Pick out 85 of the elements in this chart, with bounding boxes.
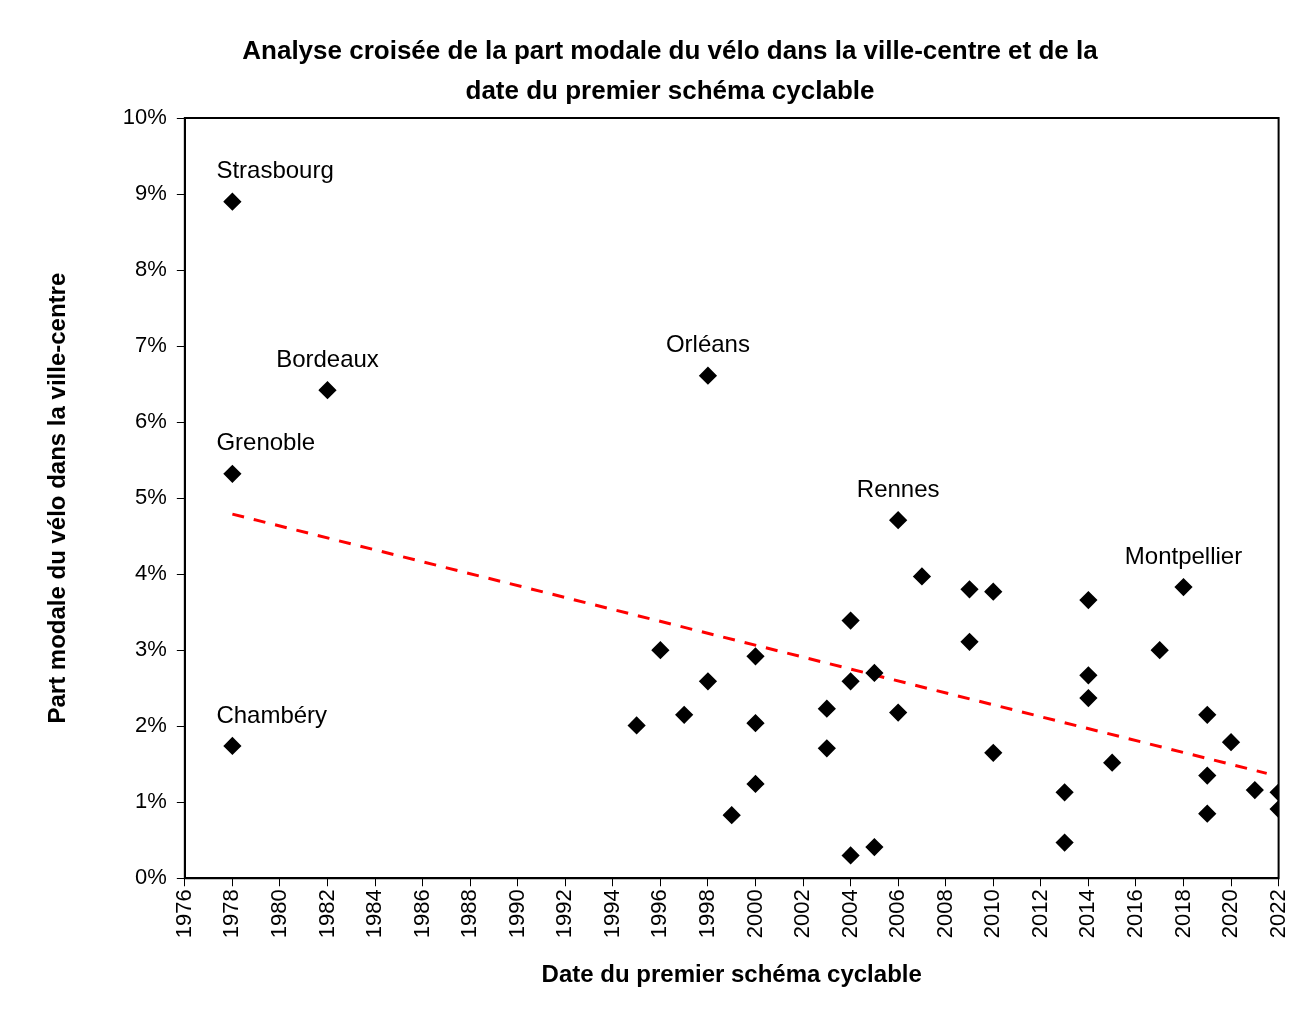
x-tick-label: 1978 xyxy=(218,889,244,939)
y-tick-label: 0% xyxy=(135,864,167,890)
x-tick-label: 2010 xyxy=(979,889,1005,939)
x-tick-label: 2000 xyxy=(741,889,767,939)
annotation: Orléans xyxy=(665,330,750,358)
point xyxy=(960,633,978,651)
point xyxy=(1174,578,1192,596)
y-tick-label: 6% xyxy=(135,408,167,434)
point xyxy=(984,744,1002,762)
point xyxy=(1079,666,1097,684)
point xyxy=(675,706,693,724)
y-tick-label: 1% xyxy=(135,788,167,814)
x-tick-label: 1982 xyxy=(313,889,339,939)
x-tick-label: 2012 xyxy=(1026,889,1052,939)
x-tick-label: 1980 xyxy=(266,889,291,939)
y-tick-label: 5% xyxy=(135,484,167,510)
point xyxy=(746,714,764,732)
x-tick-label: 1990 xyxy=(503,889,529,939)
x-tick-label: 2008 xyxy=(931,889,957,939)
point xyxy=(865,838,883,856)
x-tick-label: 1976 xyxy=(170,889,196,939)
point xyxy=(651,641,669,659)
x-tick-label: 1986 xyxy=(408,889,434,939)
x-tick-label: 1988 xyxy=(456,889,482,939)
point xyxy=(1103,754,1121,772)
point xyxy=(746,647,764,665)
point xyxy=(889,704,907,722)
point xyxy=(223,737,241,755)
y-tick-label: 7% xyxy=(135,332,167,358)
chart-title: Analyse croisée de la part modale du vélo dans la ville-centre et de la date du premier schéma cyclable xyxy=(241,34,1099,107)
x-tick-label: 1996 xyxy=(646,889,672,939)
point xyxy=(842,612,860,630)
y-tick-label: 4% xyxy=(135,560,167,586)
point xyxy=(842,672,860,690)
x-tick-label: 2006 xyxy=(884,889,910,939)
point xyxy=(1198,706,1216,724)
point xyxy=(1056,834,1074,852)
x-tick-label: 2002 xyxy=(789,889,815,939)
point xyxy=(1079,689,1097,707)
point xyxy=(984,583,1002,601)
x-tick-label: 1998 xyxy=(694,889,719,939)
annotation: Bordeaux xyxy=(276,344,379,372)
point xyxy=(842,846,860,864)
point xyxy=(889,511,907,529)
point xyxy=(1198,805,1216,823)
x-axis-title: Date du premier schéma cyclable xyxy=(541,960,922,988)
point xyxy=(699,672,717,690)
y-tick-label: 3% xyxy=(135,636,167,662)
y-tick-label: 9% xyxy=(135,180,167,206)
point xyxy=(818,700,836,718)
annotation: Strasbourg xyxy=(216,156,334,184)
x-tick-label: 1992 xyxy=(551,889,577,939)
x-tick-label: 1994 xyxy=(598,889,624,939)
annotation: Montpellier xyxy=(1124,541,1243,569)
annotation: Grenoble xyxy=(216,428,316,456)
point xyxy=(699,367,717,385)
y-tick-label: 8% xyxy=(135,256,167,282)
x-tick-label: 2014 xyxy=(1074,889,1100,939)
point xyxy=(1151,641,1169,659)
point xyxy=(960,580,978,598)
x-tick-label: 2018 xyxy=(1169,889,1195,939)
annotation: Rennes xyxy=(856,474,940,502)
y-tick-label: 10% xyxy=(122,104,167,130)
point xyxy=(913,567,931,585)
point xyxy=(1056,783,1074,801)
point xyxy=(319,381,336,399)
point xyxy=(628,716,646,734)
point xyxy=(723,806,741,824)
point xyxy=(223,193,241,211)
point xyxy=(1246,781,1264,799)
y-tick-label: 2% xyxy=(135,712,167,738)
point xyxy=(865,664,883,682)
point xyxy=(1198,767,1216,785)
x-tick-label: 2004 xyxy=(836,889,862,939)
point xyxy=(1222,733,1240,751)
annotation: Chambéry xyxy=(216,700,328,728)
point xyxy=(223,465,241,483)
x-tick-label: 2020 xyxy=(1217,889,1243,939)
point xyxy=(746,775,764,793)
x-tick-label: 1984 xyxy=(361,889,387,939)
y-axis-title: Part modale du vélo dans la ville-centre xyxy=(43,272,71,724)
point xyxy=(818,739,836,757)
x-tick-label: 2016 xyxy=(1122,889,1147,939)
x-tick-label: 2022 xyxy=(1264,889,1290,939)
point xyxy=(1079,591,1097,609)
